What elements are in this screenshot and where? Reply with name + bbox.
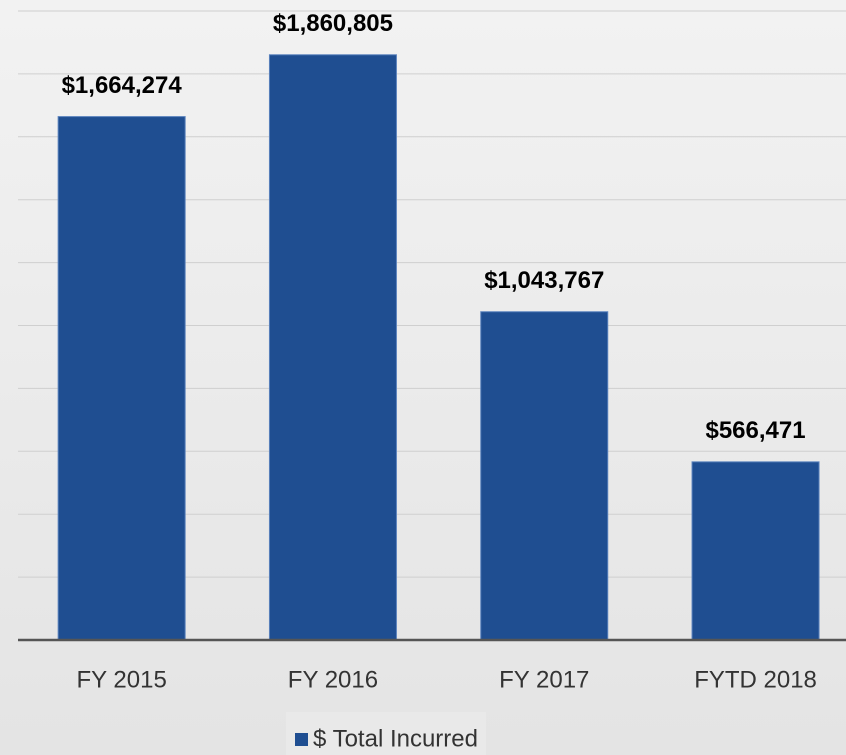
x-tick-label: FYTD 2018 bbox=[694, 666, 817, 693]
data-label: $1,043,767 bbox=[484, 267, 604, 294]
data-label: $1,664,274 bbox=[62, 72, 183, 99]
x-tick-label: FY 2017 bbox=[499, 666, 589, 693]
legend-box bbox=[286, 712, 486, 755]
bar bbox=[268, 54, 397, 641]
bar bbox=[480, 311, 609, 641]
bar bbox=[691, 461, 820, 641]
data-label: $566,471 bbox=[705, 417, 805, 444]
legend-label: $ Total Incurred bbox=[313, 725, 478, 752]
x-tick-label: FY 2016 bbox=[288, 666, 378, 693]
data-label: $1,860,805 bbox=[273, 10, 393, 37]
legend-swatch bbox=[295, 733, 308, 746]
x-tick-label: FY 2015 bbox=[77, 666, 167, 693]
bar bbox=[57, 116, 186, 641]
